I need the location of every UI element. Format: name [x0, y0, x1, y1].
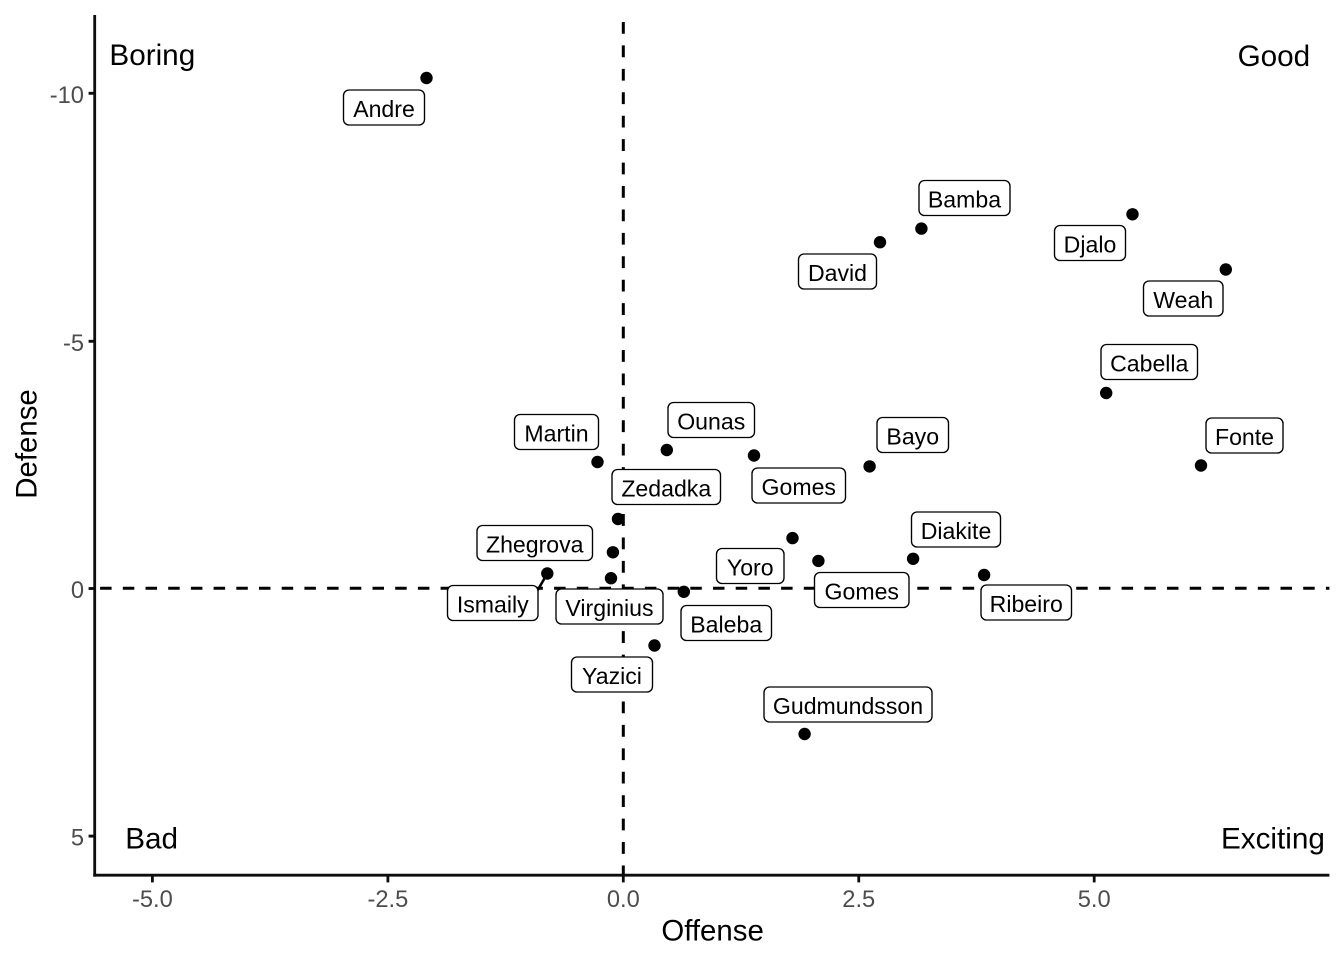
svg-text:Ounas: Ounas	[677, 408, 745, 434]
svg-text:Baleba: Baleba	[690, 611, 762, 637]
svg-text:Defense: Defense	[10, 389, 43, 498]
svg-text:Virginius: Virginius	[565, 595, 653, 621]
svg-text:Bayo: Bayo	[886, 423, 939, 449]
svg-text:-5: -5	[63, 331, 84, 357]
svg-text:Martin: Martin	[524, 420, 588, 446]
svg-text:Gomes: Gomes	[825, 578, 899, 604]
svg-text:Zedadka: Zedadka	[621, 475, 711, 501]
svg-text:-5.0: -5.0	[132, 887, 173, 913]
svg-text:-10: -10	[50, 83, 84, 109]
svg-text:0: 0	[71, 578, 84, 604]
svg-text:Exciting: Exciting	[1221, 823, 1325, 856]
svg-text:Bamba: Bamba	[928, 186, 1001, 212]
svg-text:Ribeiro: Ribeiro	[990, 591, 1063, 617]
svg-text:David: David	[808, 260, 867, 286]
svg-text:Gudmundsson: Gudmundsson	[773, 693, 923, 719]
svg-text:Good: Good	[1238, 40, 1311, 73]
svg-text:Diakite: Diakite	[921, 518, 992, 544]
svg-text:5: 5	[71, 826, 84, 852]
svg-text:Djalo: Djalo	[1064, 231, 1117, 257]
svg-text:Boring: Boring	[109, 39, 195, 72]
svg-text:Fonte: Fonte	[1215, 424, 1274, 450]
svg-text:Yoro: Yoro	[727, 554, 774, 580]
svg-text:Ismaily: Ismaily	[457, 591, 529, 617]
svg-text:Weah: Weah	[1153, 287, 1213, 313]
svg-text:5.0: 5.0	[1078, 887, 1111, 913]
svg-text:-2.5: -2.5	[367, 887, 408, 913]
svg-text:Yazici: Yazici	[582, 663, 642, 689]
svg-text:0.0: 0.0	[607, 887, 640, 913]
svg-text:Bad: Bad	[125, 823, 178, 856]
svg-text:Gomes: Gomes	[762, 474, 836, 500]
svg-text:Offense: Offense	[661, 914, 763, 947]
svg-text:Zhegrova: Zhegrova	[486, 531, 584, 557]
svg-text:Andre: Andre	[353, 96, 415, 122]
svg-text:2.5: 2.5	[842, 887, 875, 913]
svg-text:Cabella: Cabella	[1110, 350, 1188, 376]
